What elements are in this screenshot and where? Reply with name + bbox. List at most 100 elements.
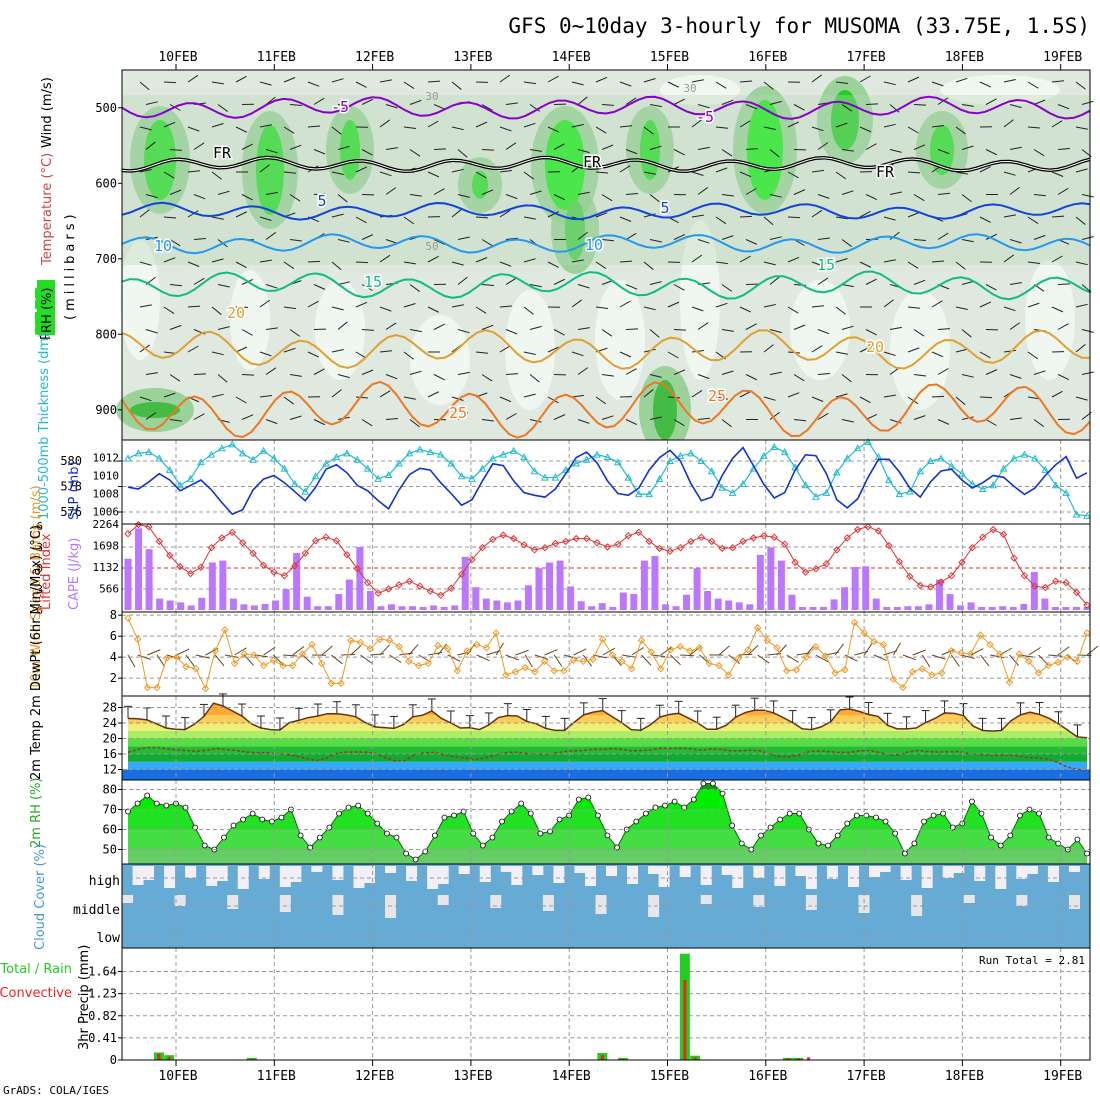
wind-barb: [355, 261, 369, 264]
wind-barb: [524, 654, 533, 668]
rh-point: [758, 832, 764, 839]
thickness-point: [885, 476, 893, 484]
wind-barb: [721, 99, 734, 105]
wind-barb: [211, 81, 224, 85]
wind-barb: [1057, 187, 1069, 195]
wind-barb: [403, 81, 415, 89]
wind-barb: [673, 329, 687, 331]
wind-barb: [835, 258, 848, 263]
wind-point: [1063, 653, 1072, 661]
cape-bar: [904, 606, 912, 610]
thickness-point: [989, 481, 998, 489]
wind-barb: [1081, 329, 1094, 333]
wind-barb: [859, 261, 872, 268]
wind-point: [812, 642, 820, 651]
wind-barb: [234, 647, 247, 656]
wind-barb: [1081, 194, 1094, 198]
date-label-top: 14FEB: [552, 50, 591, 65]
wind-barb: [835, 122, 848, 128]
cape-bar: [598, 603, 606, 610]
wind-barb: [355, 351, 367, 359]
rh-point: [125, 808, 131, 815]
rh-point: [278, 814, 285, 821]
thickness-point: [603, 453, 612, 461]
high-cloud-gap: [364, 866, 376, 883]
wind-barb: [889, 149, 902, 153]
dewpoint-line: [127, 746, 1088, 772]
wind-barb: [1003, 171, 1016, 176]
wind-barb: [1051, 80, 1064, 83]
tick-label: 6: [110, 629, 117, 643]
cape-bar: [999, 606, 1007, 610]
wind-barb: [241, 143, 253, 150]
wind-barb: [385, 322, 397, 330]
rh-point: [1074, 836, 1081, 843]
wind-barb: [739, 171, 752, 178]
lifted-tick-label: -3: [30, 541, 43, 554]
thickness-point: [311, 472, 320, 480]
wind-barb: [476, 654, 490, 662]
high-cloud-gap: [826, 866, 838, 879]
wind-barb: [571, 351, 584, 357]
wind-barb: [643, 171, 656, 175]
wind-barb: [667, 301, 680, 308]
tick-label: 70: [103, 803, 117, 817]
wind-barb: [211, 351, 224, 356]
thickness-point: [374, 474, 383, 482]
lifted-point: [509, 534, 518, 543]
wind-barb: [499, 170, 512, 173]
wind-barb: [571, 394, 584, 398]
wind-barb: [960, 654, 975, 659]
wind-point: [492, 629, 500, 637]
wind-barb: [505, 413, 517, 420]
wind-barb: [1081, 100, 1094, 105]
date-label-top: 19FEB: [1043, 50, 1082, 65]
wind-point: [250, 651, 258, 659]
wind-point: [782, 667, 791, 675]
precip-tick-label: 1.23: [88, 987, 117, 1001]
cape-bar: [1062, 606, 1070, 610]
wind-point: [550, 667, 558, 675]
wind-barb: [361, 149, 373, 156]
wind-point: [734, 654, 742, 662]
wind-barb: [1051, 306, 1064, 313]
wind-barb: [745, 239, 758, 245]
wind-barb: [1051, 255, 1063, 263]
thickness-point: [395, 459, 403, 467]
wind-barb: [475, 121, 488, 128]
wind-point: [1044, 661, 1052, 670]
rh-point: [690, 796, 697, 803]
thickness-point: [728, 488, 737, 496]
wind-barb: [187, 210, 199, 218]
high-cloud-gap: [437, 866, 449, 884]
high-cloud-gap: [132, 866, 144, 885]
wind-barb: [163, 81, 177, 84]
rh-point: [268, 818, 275, 825]
wind-barb: [499, 210, 511, 218]
wind-barb: [955, 306, 968, 310]
rh-shade: [472, 171, 488, 199]
thickness-point: [853, 444, 862, 452]
cape-bar: [788, 594, 796, 610]
isotherm-line: [121, 201, 1091, 221]
wind-barb: [265, 284, 278, 289]
wind-barb: [361, 419, 373, 427]
high-cloud-gap: [290, 866, 302, 882]
wind-barb: [697, 239, 710, 244]
wind-barb: [691, 171, 704, 176]
wind-point: [598, 635, 607, 644]
wind-barb: [697, 322, 709, 330]
wind-barb: [385, 417, 398, 420]
wind-barb: [649, 239, 662, 243]
wind-barb: [1027, 216, 1039, 224]
wind-barb: [841, 104, 853, 112]
wind-barb: [999, 647, 1013, 656]
mid-cloud-gap: [174, 895, 186, 906]
wind-barb: [337, 281, 350, 285]
wind-barb: [1051, 120, 1063, 128]
thickness-point: [270, 454, 278, 462]
wind-point: [405, 657, 413, 666]
wind-barb: [757, 654, 770, 664]
wind-barb: [625, 232, 637, 240]
wind-point: [986, 640, 994, 649]
